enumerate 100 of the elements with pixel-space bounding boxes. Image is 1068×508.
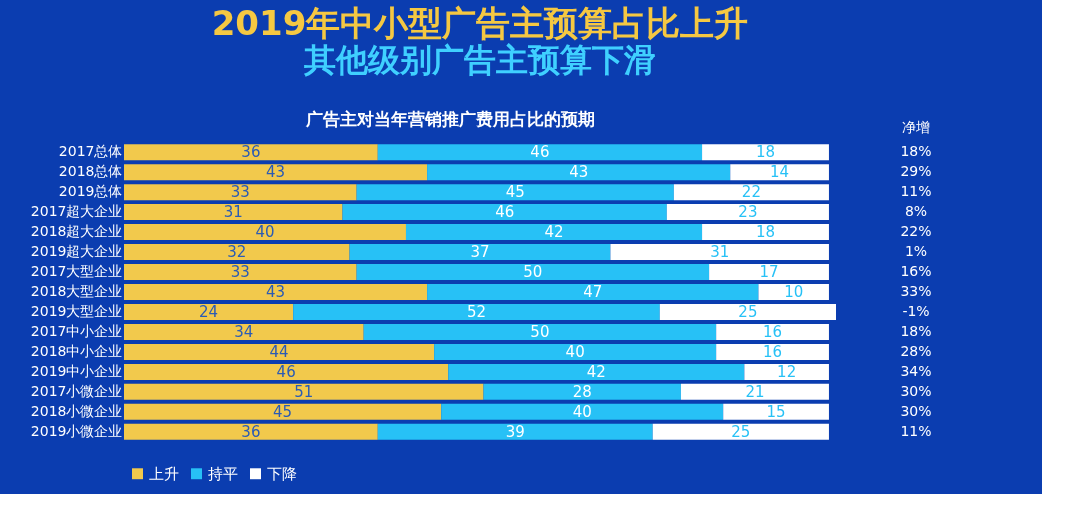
y-tick-label: 2019中小企业 — [30, 362, 123, 379]
y-tick-label: 2019小微企业 — [30, 422, 123, 439]
data-label: 43 — [266, 163, 286, 182]
data-label: 40 — [255, 223, 275, 242]
text: 28% — [900, 342, 932, 359]
data-label: 32 — [227, 243, 247, 262]
bar — [342, 204, 667, 221]
data-label: 16 — [763, 342, 783, 361]
bar — [124, 144, 378, 161]
data-label: 50 — [523, 263, 543, 282]
data-label: 52 — [466, 302, 487, 321]
bar — [744, 363, 829, 380]
bar — [427, 284, 759, 300]
data-label: 37 — [470, 243, 490, 262]
y-tick-label: 2017大型企业 — [30, 263, 123, 280]
bar — [659, 303, 836, 320]
bar — [666, 204, 829, 221]
legend-label: 下降 — [267, 464, 297, 483]
y-tick-label: 2019大型企业 — [30, 302, 123, 319]
data-label: 50 — [530, 322, 550, 341]
text: 30% — [900, 402, 932, 419]
bar — [349, 244, 611, 261]
bar — [652, 423, 829, 440]
data-label: 43 — [569, 163, 589, 182]
bar — [124, 343, 435, 360]
bar — [124, 164, 428, 181]
chart-title: 2019年中小型广告主预算占比上升 — [211, 3, 749, 43]
y-tick-label: 2018中小企业 — [30, 342, 123, 359]
data-label: 18 — [755, 223, 776, 242]
bar — [363, 323, 717, 340]
bar — [441, 403, 724, 420]
data-label: 46 — [276, 362, 296, 381]
data-label: 40 — [565, 342, 585, 361]
text: 33% — [900, 283, 932, 299]
bar — [434, 343, 717, 360]
data-label: 18 — [755, 143, 776, 162]
bar — [124, 184, 357, 201]
bar — [702, 144, 829, 161]
data-label: 31 — [710, 243, 730, 262]
data-label: 33 — [230, 263, 250, 282]
bar — [124, 323, 364, 340]
bar — [124, 264, 357, 281]
bar — [730, 164, 829, 181]
data-label: 23 — [738, 203, 758, 222]
bar — [448, 363, 745, 380]
data-label: 21 — [745, 382, 765, 401]
text: 18% — [900, 143, 932, 160]
data-label: 24 — [199, 302, 219, 321]
data-label: 47 — [583, 283, 603, 301]
bar — [709, 264, 829, 281]
data-label: 42 — [544, 223, 564, 242]
bar — [293, 303, 660, 320]
data-label: 34 — [234, 322, 254, 341]
text: 广告主对当年营销推广费用占比的预期 — [304, 109, 595, 129]
bar — [610, 244, 829, 261]
text: 22% — [900, 223, 932, 240]
data-label: 39 — [505, 422, 525, 441]
data-label: 44 — [269, 342, 289, 361]
y-tick-label: 2017总体 — [58, 143, 123, 160]
bar — [124, 383, 484, 400]
chart-subtitle: 其他级别广告主预算下滑 — [303, 41, 656, 79]
data-label: 25 — [731, 422, 751, 441]
data-label: 36 — [241, 422, 261, 441]
bar — [723, 403, 829, 420]
text: 30% — [900, 382, 932, 399]
text: 11% — [900, 422, 932, 439]
bar — [124, 423, 378, 440]
bar — [124, 284, 428, 300]
bar — [124, 224, 406, 241]
y-tick-label: 2019超大企业 — [30, 243, 123, 260]
bar — [377, 144, 703, 161]
text: 8% — [904, 203, 928, 220]
bar — [673, 184, 829, 201]
data-label: 42 — [586, 362, 606, 381]
bar — [124, 244, 350, 261]
y-tick-label: 2018超大企业 — [30, 223, 123, 240]
text: 11% — [900, 183, 932, 200]
bar — [356, 184, 674, 201]
text: -1% — [902, 302, 930, 319]
bar — [758, 284, 829, 300]
text: 29% — [900, 163, 932, 180]
bar — [427, 164, 731, 181]
data-label: 45 — [273, 402, 293, 421]
data-label: 40 — [572, 402, 592, 421]
y-tick-label: 2018总体 — [58, 163, 123, 180]
y-tick-label: 2017中小企业 — [30, 322, 123, 339]
y-tick-label: 2019总体 — [58, 183, 123, 200]
bar — [702, 224, 829, 241]
text: 18% — [900, 322, 932, 339]
bar — [405, 224, 703, 241]
bar — [680, 383, 829, 400]
bar — [716, 343, 829, 360]
legend-label: 持平 — [208, 464, 238, 483]
bar — [124, 303, 294, 320]
data-label: 14 — [770, 163, 790, 182]
data-label: 36 — [241, 143, 261, 162]
data-label: 17 — [759, 263, 779, 282]
text: 16% — [900, 263, 932, 280]
bar — [377, 423, 653, 440]
data-label: 28 — [572, 382, 592, 401]
